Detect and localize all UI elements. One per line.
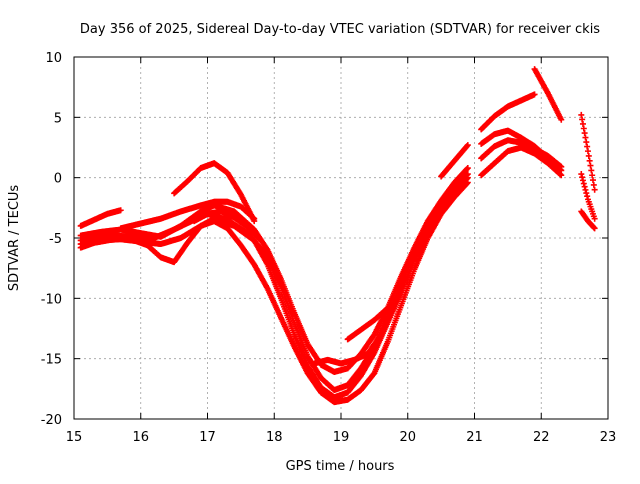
y-tick-label: 10: [45, 51, 62, 66]
data-point: [464, 179, 471, 186]
data-point: [531, 91, 538, 98]
data-point: [579, 116, 586, 123]
x-tick-label: 16: [132, 430, 149, 445]
y-tick-label: 5: [54, 111, 62, 126]
data-point: [578, 171, 585, 178]
series-track-k: [438, 142, 471, 180]
data-point: [378, 331, 385, 338]
data-point: [586, 157, 593, 164]
data-point: [582, 186, 589, 193]
series-track-d: [77, 179, 471, 406]
data-point: [464, 165, 471, 172]
axis-ticks: 15 16 17 18 19 20 21 22 23 10 5 0 -5 -10 -15 -20: [41, 51, 617, 445]
data-point: [584, 193, 591, 200]
data-point: [590, 224, 597, 231]
x-tick-label: 17: [199, 430, 216, 445]
series-track-l: [478, 91, 538, 133]
series-track-q: [578, 111, 598, 193]
data-point: [464, 142, 471, 149]
series-track-f: [117, 198, 258, 232]
data-point: [579, 120, 586, 127]
plot-frame: [73, 56, 609, 420]
series-track-j: [344, 304, 391, 343]
data-point: [580, 180, 587, 187]
x-tick-label: 15: [66, 430, 83, 445]
grid: [74, 57, 608, 419]
y-tick-label: -15: [41, 353, 62, 368]
data-point: [579, 177, 586, 184]
data-point: [588, 167, 595, 174]
x-tick-label: 22: [533, 430, 550, 445]
data-point: [581, 183, 588, 190]
data-point: [580, 125, 587, 132]
data-point: [585, 152, 592, 159]
series-track-g: [171, 160, 258, 225]
data-point: [384, 304, 391, 311]
data-point: [589, 172, 596, 179]
data-point: [578, 111, 585, 118]
y-tick-label: -10: [41, 292, 62, 307]
y-tick-label: 0: [54, 172, 62, 187]
data-point: [579, 174, 586, 181]
data-point: [591, 215, 598, 222]
series-track-e: [77, 207, 124, 229]
x-tick-label: 20: [399, 430, 416, 445]
data-point: [590, 181, 597, 188]
chart-title: Day 356 of 2025, Sidereal Day-to-day VTE…: [80, 22, 600, 37]
data-point: [591, 186, 598, 193]
data-point: [582, 134, 589, 141]
series-track-o: [478, 144, 565, 179]
y-axis-label: SDTVAR / TECUs: [7, 185, 22, 292]
data-point: [117, 207, 124, 214]
data-point: [587, 162, 594, 169]
data-point: [583, 190, 590, 197]
x-tick-label: 18: [266, 430, 283, 445]
data-point: [251, 218, 258, 225]
series-track-r: [578, 171, 598, 222]
series-track-h: [191, 208, 264, 244]
data-point: [257, 237, 264, 244]
x-tick-label: 21: [466, 430, 483, 445]
data-point: [583, 139, 590, 146]
data-point: [584, 143, 591, 150]
x-axis-label: GPS time / hours: [286, 459, 395, 474]
data-point: [558, 116, 565, 123]
x-tick-label: 19: [333, 430, 350, 445]
series-track-n: [478, 137, 565, 170]
data-point: [581, 130, 588, 137]
data-point: [591, 225, 598, 232]
series-track-p: [531, 66, 565, 123]
series-track-i: [311, 331, 385, 367]
series-track-s: [578, 208, 598, 232]
y-tick-label: -5: [49, 232, 62, 247]
data-points: [77, 66, 598, 406]
data-point: [589, 177, 596, 184]
x-tick-label: 23: [600, 430, 617, 445]
y-tick-label: -20: [41, 413, 62, 428]
data-point: [558, 172, 565, 179]
data-point: [584, 148, 591, 155]
data-point: [558, 163, 565, 170]
